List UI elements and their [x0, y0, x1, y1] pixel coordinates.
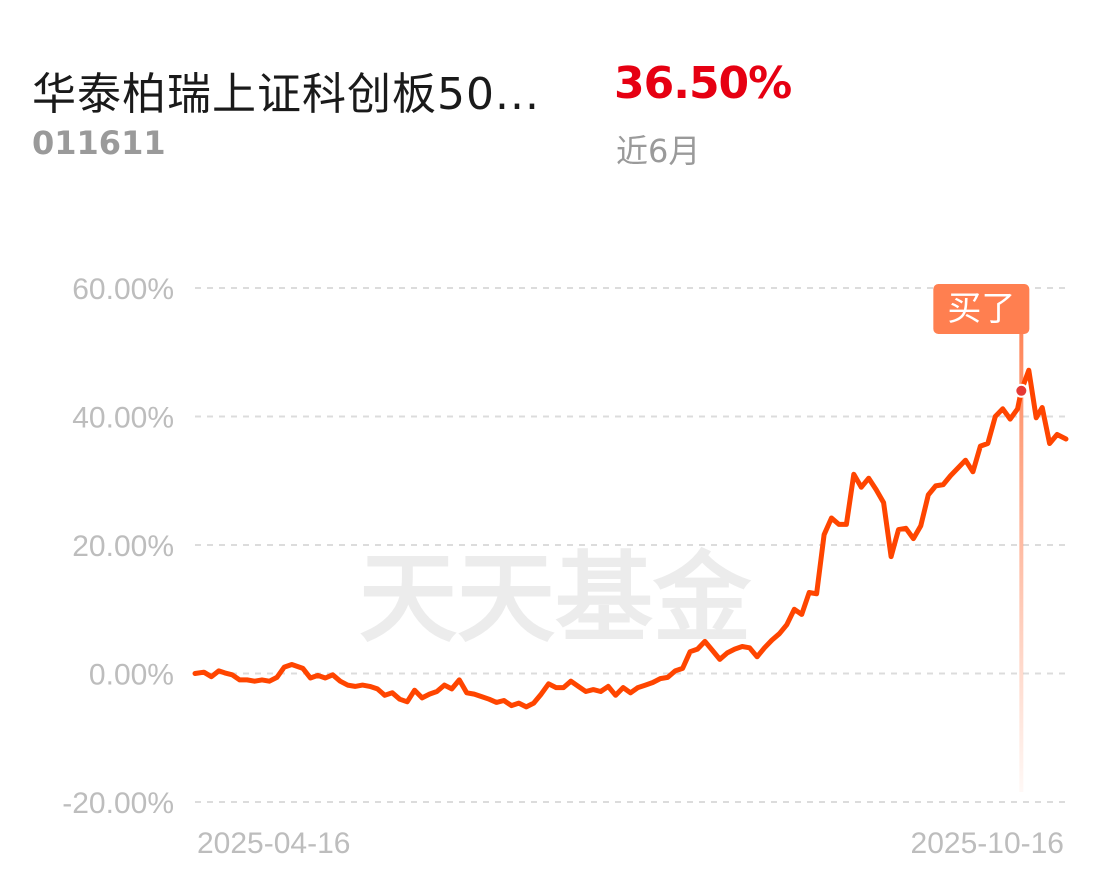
x-tick-label: 2025-10-16 [911, 827, 1064, 860]
x-tick-label: 2025-04-16 [197, 827, 350, 860]
marker-dot [1014, 383, 1029, 398]
chart-grid [195, 287, 1066, 803]
marker-label-box [933, 284, 1030, 334]
marker-line [1019, 330, 1024, 792]
watermark: 天天基金 [359, 542, 752, 656]
y-tick-label: 20.00% [72, 530, 174, 563]
return-period: 近6月 [616, 132, 701, 170]
series-line [192, 367, 1069, 710]
fund-name: 华泰柏瑞上证科创板50... [32, 69, 540, 120]
fund-code: 011611 [32, 124, 166, 162]
buy-marker: 买了 [933, 284, 1030, 792]
y-tick-label: 40.00% [72, 402, 174, 435]
marker-label: 买了 [947, 289, 1015, 329]
y-tick-label: 0.00% [89, 659, 174, 692]
y-tick-label: -20.00% [62, 787, 174, 820]
y-tick-label: 60.00% [72, 273, 174, 306]
y-axis: 60.00% 40.00% 20.00% 0.00% -20.00% [62, 273, 174, 820]
return-value: 36.50% [614, 58, 792, 109]
x-axis: 2025-04-16 2025-10-16 [197, 827, 1064, 860]
